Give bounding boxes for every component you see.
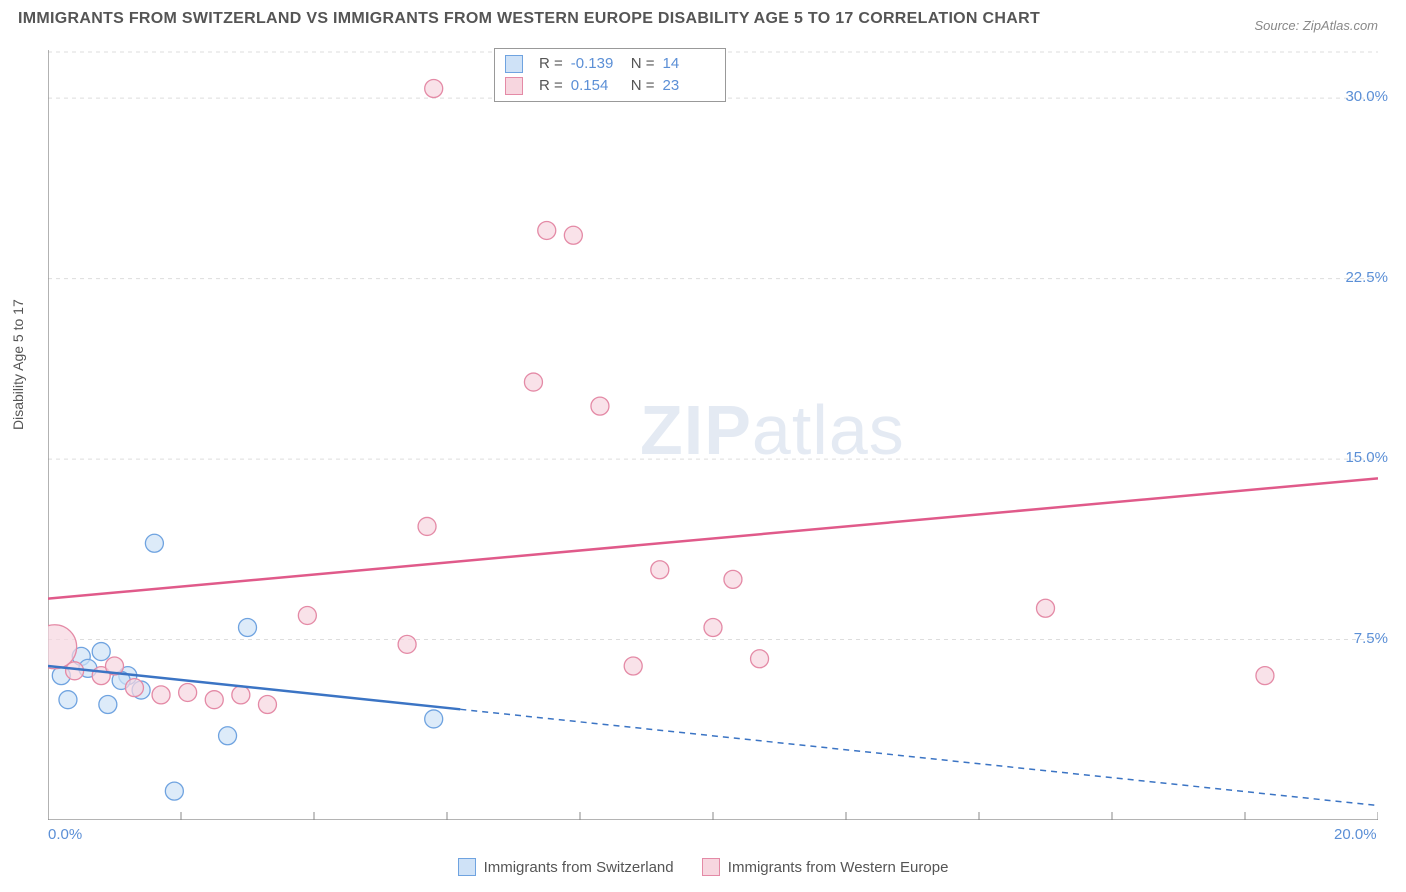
stat-r-label: R = (539, 75, 563, 97)
legend-label: Immigrants from Switzerland (484, 859, 674, 876)
y-axis-label: Disability Age 5 to 17 (10, 299, 26, 430)
swatch-icon (702, 858, 720, 876)
swatch-icon (505, 77, 523, 95)
stats-row-switzerland: R = -0.139 N = 14 (505, 53, 715, 75)
legend-item-western-europe: Immigrants from Western Europe (702, 858, 949, 876)
stat-n-label: N = (631, 75, 655, 97)
swatch-icon (505, 55, 523, 73)
x-tick-label: 0.0% (48, 826, 82, 843)
chart-title: IMMIGRANTS FROM SWITZERLAND VS IMMIGRANT… (18, 10, 1040, 28)
correlation-stats-box: R = -0.139 N = 14 R = 0.154 N = 23 (494, 48, 726, 102)
legend-label: Immigrants from Western Europe (728, 859, 949, 876)
legend-item-switzerland: Immigrants from Switzerland (458, 858, 674, 876)
y-tick-label: 7.5% (1354, 630, 1388, 647)
stat-r-value: -0.139 (571, 53, 623, 75)
y-tick-label: 22.5% (1345, 269, 1388, 286)
scatter-plot-svg (48, 50, 1378, 820)
swatch-icon (458, 858, 476, 876)
source-attribution: Source: ZipAtlas.com (1254, 18, 1378, 33)
y-tick-label: 15.0% (1345, 449, 1388, 466)
stat-n-value: 14 (663, 53, 715, 75)
stat-n-value: 23 (663, 75, 715, 97)
x-tick-label: 20.0% (1334, 826, 1377, 843)
stat-r-value: 0.154 (571, 75, 623, 97)
stat-r-label: R = (539, 53, 563, 75)
chart-plot-area (48, 50, 1378, 820)
chart-legend: Immigrants from Switzerland Immigrants f… (0, 858, 1406, 880)
stats-row-western-europe: R = 0.154 N = 23 (505, 75, 715, 97)
y-tick-label: 30.0% (1345, 88, 1388, 105)
stat-n-label: N = (631, 53, 655, 75)
